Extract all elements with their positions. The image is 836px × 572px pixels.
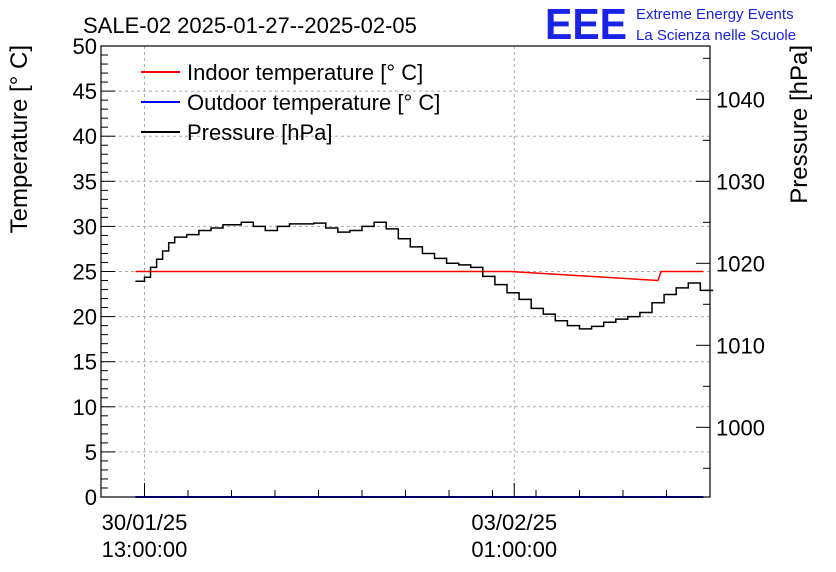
x-tick-label-date: 30/01/25 <box>102 510 188 535</box>
legend: Indoor temperature [° C] Outdoor temperat… <box>141 60 440 145</box>
y-left-tick-label: 0 <box>85 485 97 510</box>
y-left-tick-label: 45 <box>73 79 97 104</box>
series-line-2 <box>135 221 714 330</box>
logo-line-2: La Scienza nelle Scuole <box>636 27 796 44</box>
x-tick-label-date: 03/02/25 <box>471 510 557 535</box>
eee-logo: EEE <box>545 0 627 49</box>
y-left-tick-label: 10 <box>73 395 97 420</box>
y-left-tick-label: 40 <box>73 124 97 149</box>
y-axis-right-label: Pressure [hPa] <box>786 45 813 204</box>
y-left-tick-label: 20 <box>73 305 97 330</box>
y-left-tick-label: 5 <box>85 440 97 465</box>
logo-line-1: Extreme Energy Events <box>636 6 794 23</box>
y-right-tick-label: 1000 <box>716 415 765 440</box>
series-group <box>135 221 714 498</box>
y-left-tick-label: 15 <box>73 350 97 375</box>
y-right-tick-label: 1030 <box>716 169 765 194</box>
series-line-0 <box>135 270 704 282</box>
y-left-tick-label: 35 <box>73 169 97 194</box>
x-tick-label-time: 01:00:00 <box>471 537 557 562</box>
y-left-tick-label: 25 <box>73 260 97 285</box>
legend-label-1: Outdoor temperature [° C] <box>187 90 440 115</box>
y-axis-left-label: Temperature [° C] <box>6 45 33 233</box>
y-right-tick-label: 1020 <box>716 251 765 276</box>
y-left-tick-label: 30 <box>73 214 97 239</box>
x-tick-label-time: 13:00:00 <box>102 537 188 562</box>
chart-title: SALE-02 2025-01-27--2025-02-05 <box>83 13 417 38</box>
legend-label-2: Pressure [hPa] <box>187 120 333 145</box>
y-right-tick-label: 1040 <box>716 87 765 112</box>
y-left-tick-label: 50 <box>73 34 97 59</box>
y-right-tick-label: 1010 <box>716 333 765 358</box>
tick-group: 0 5 10 15 20 25 30 35 40 45 50 1000 1010 1020 1030 1040… <box>73 34 765 562</box>
legend-label-0: Indoor temperature [° C] <box>187 60 423 85</box>
